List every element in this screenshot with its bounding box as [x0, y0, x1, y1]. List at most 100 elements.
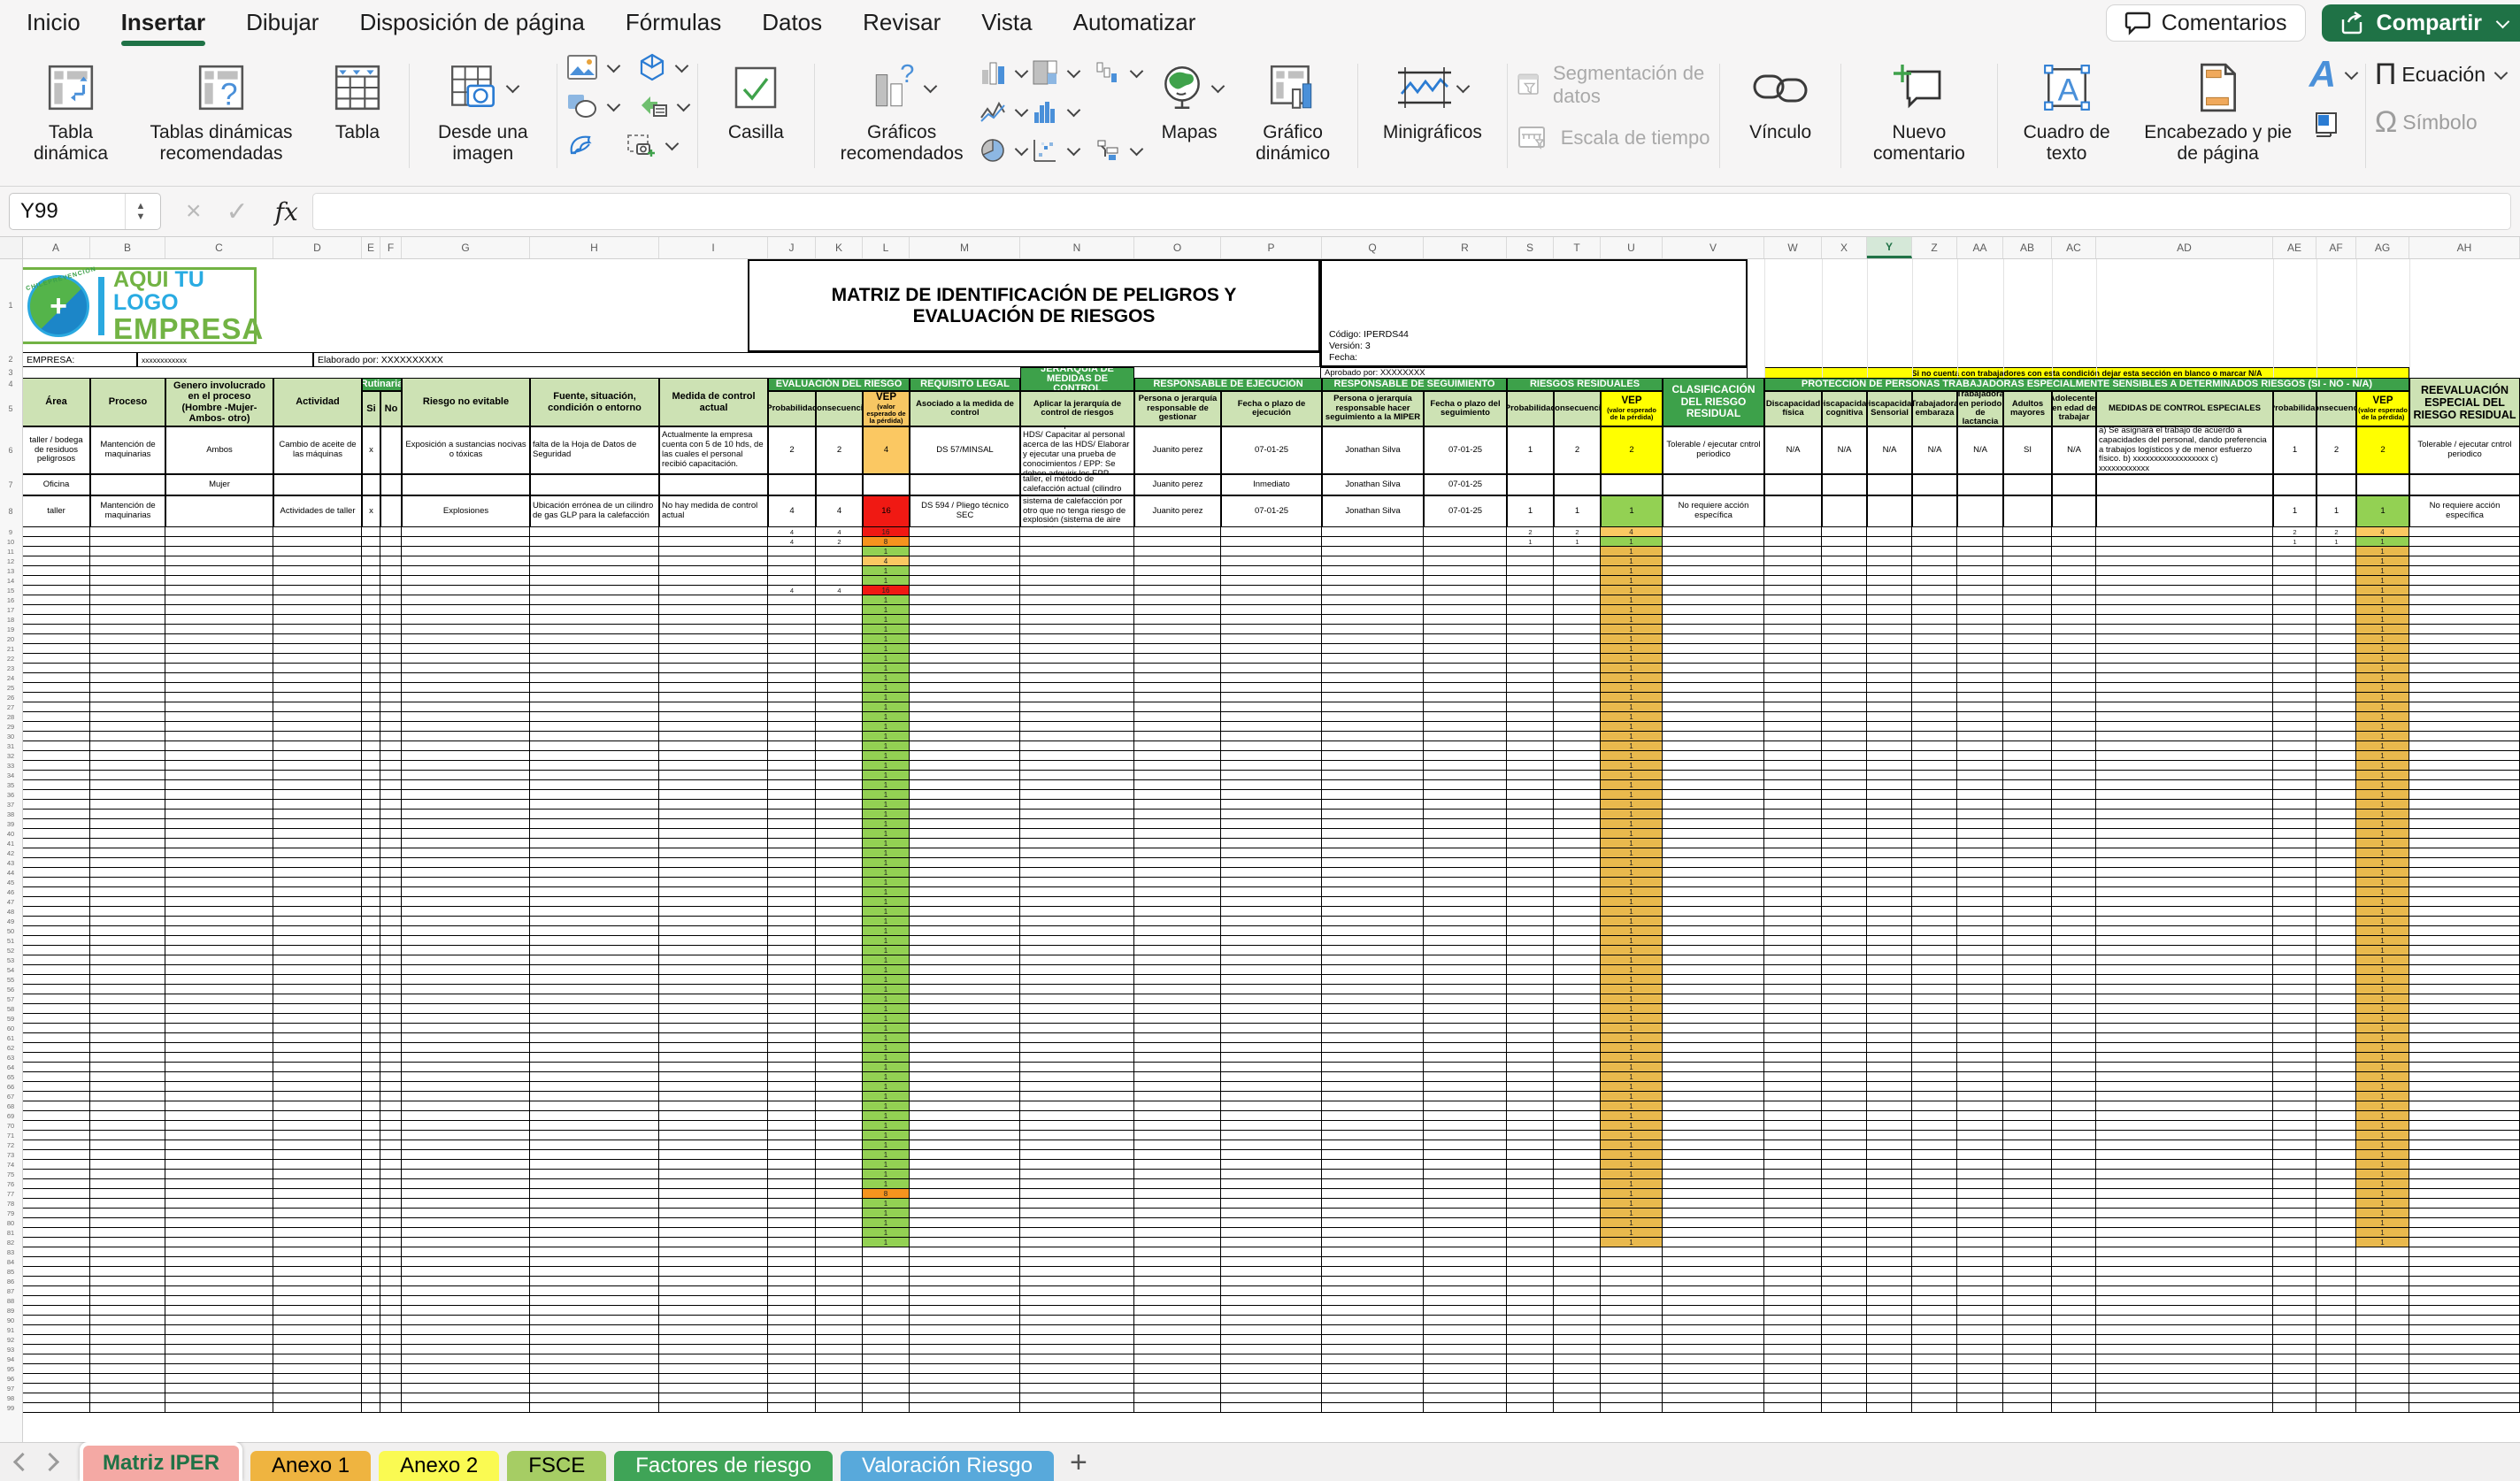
cell-U51[interactable]: 1 — [1601, 936, 1662, 945]
cell-L21[interactable]: 1 — [863, 644, 909, 653]
row-header-12[interactable]: 12 — [6, 557, 15, 565]
cell-F8[interactable] — [380, 495, 402, 527]
cell-AG14[interactable]: 1 — [2356, 576, 2409, 585]
cell-AH8[interactable]: No requiere acción específica — [2409, 495, 2520, 527]
cell-L35[interactable]: 1 — [863, 780, 909, 789]
cell-L34[interactable]: 1 — [863, 771, 909, 779]
sheet-tab-factores-de-riesgo[interactable]: Factores de riesgo — [614, 1451, 833, 1481]
cell-AG55[interactable]: 1 — [2356, 975, 2409, 984]
cell-A7[interactable]: Oficina — [22, 474, 90, 495]
cell-U15[interactable]: 1 — [1601, 586, 1662, 595]
row-header-63[interactable]: 63 — [6, 1054, 15, 1062]
cell-AG20[interactable]: 1 — [2356, 634, 2409, 643]
column-header-Q[interactable]: Q — [1322, 237, 1424, 258]
cell-U50[interactable]: 1 — [1601, 926, 1662, 935]
row-header-14[interactable]: 14 — [6, 577, 15, 585]
cell-L79[interactable]: 1 — [863, 1209, 909, 1217]
row-header-34[interactable]: 34 — [6, 771, 15, 779]
cell-I6[interactable]: Actualmente la empresa cuenta con 5 de 1… — [659, 426, 768, 474]
cell-L45[interactable]: 1 — [863, 878, 909, 886]
cell-U35[interactable]: 1 — [1601, 780, 1662, 789]
cell-U82[interactable]: 1 — [1601, 1238, 1662, 1247]
cell-U21[interactable]: 1 — [1601, 644, 1662, 653]
menu-tab-inicio[interactable]: Inicio — [27, 9, 81, 35]
cell-U39[interactable]: 1 — [1601, 819, 1662, 828]
sheet-tab-anexo-2[interactable]: Anexo 2 — [379, 1451, 500, 1481]
row-header-61[interactable]: 61 — [6, 1034, 15, 1042]
cell-AG62[interactable]: 1 — [2356, 1043, 2409, 1052]
cell-T8[interactable]: 1 — [1554, 495, 1601, 527]
row-header-23[interactable]: 23 — [6, 664, 15, 672]
row-header-50[interactable]: 50 — [6, 927, 15, 935]
checkbox-button[interactable]: Casilla — [713, 55, 798, 143]
row-header-45[interactable]: 45 — [6, 879, 15, 886]
cell-Y6[interactable]: N/A — [1867, 426, 1912, 474]
cell-S10[interactable]: 1 — [1528, 537, 1533, 546]
cell-U59[interactable]: 1 — [1601, 1014, 1662, 1023]
confirm-icon[interactable]: ✓ — [226, 196, 249, 226]
cell-AD6[interactable]: a) Se asignará el trabajo de acuerdo a c… — [2096, 426, 2273, 474]
cell-U75[interactable]: 1 — [1601, 1170, 1662, 1178]
sheet-tab-matriz-iper[interactable]: Matriz IPER — [80, 1442, 243, 1481]
cell-L31[interactable]: 1 — [863, 741, 909, 750]
cell-T10[interactable]: 1 — [1575, 537, 1579, 546]
cell-AG17[interactable]: 1 — [2356, 605, 2409, 614]
cell-L9[interactable]: 16 — [863, 527, 909, 536]
cell-AG65[interactable]: 1 — [2356, 1072, 2409, 1081]
maps-button[interactable]: Mapas — [1149, 55, 1230, 143]
cell-B[interactable]: Proceso — [90, 378, 165, 426]
cell-U42[interactable]: 1 — [1601, 848, 1662, 857]
cell-V[interactable]: CLASIFICACIÓN DEL RIESGO RESIDUAL — [1663, 378, 1764, 426]
row-header-21[interactable]: 21 — [6, 645, 15, 653]
cell-L38[interactable]: 1 — [863, 810, 909, 818]
row-header-77[interactable]: 77 — [6, 1190, 15, 1198]
cell-U46[interactable]: 1 — [1601, 887, 1662, 896]
cell-N8[interactable]: Sustitución: Cambio de sistema de calefa… — [1020, 495, 1134, 527]
cell-U22[interactable]: 1 — [1601, 654, 1662, 663]
cell-O8[interactable]: Juanito perez — [1134, 495, 1221, 527]
document-title[interactable]: MATRIZ DE IDENTIFICACIÓN DE PELIGROS Y E… — [748, 259, 1320, 352]
cell-U64[interactable]: 1 — [1601, 1063, 1662, 1071]
equation-button[interactable]: Π Ecuación — [2375, 58, 2508, 90]
cell-AF10[interactable]: 1 — [2334, 537, 2339, 546]
cell-N[interactable]: Aplicar la jerarquía de control de riesg… — [1020, 391, 1134, 426]
cell-O[interactable]: Persona o jerarquía responsable de gesti… — [1134, 391, 1221, 426]
cell-U41[interactable]: 1 — [1601, 839, 1662, 848]
cell-AG44[interactable]: 1 — [2356, 868, 2409, 877]
cell-L56[interactable]: 1 — [863, 985, 909, 994]
cell-AD8[interactable] — [2096, 495, 2273, 527]
cell-AG69[interactable]: 1 — [2356, 1111, 2409, 1120]
text-box-button[interactable]: A Cuadro de texto — [2014, 55, 2120, 164]
cell-AB8[interactable] — [2003, 495, 2052, 527]
cell-AG30[interactable]: 1 — [2356, 732, 2409, 740]
share-button[interactable]: Compartir — [2321, 4, 2520, 42]
row-header-75[interactable]: 75 — [6, 1170, 15, 1178]
cell-K9[interactable]: 4 — [837, 527, 841, 536]
cell-U58[interactable]: 1 — [1601, 1004, 1662, 1013]
line-chart-button[interactable] — [980, 98, 1006, 125]
select-all-corner[interactable] — [0, 237, 23, 258]
cell-U55[interactable]: 1 — [1601, 975, 1662, 984]
row-header-64[interactable]: 64 — [6, 1063, 15, 1071]
cell-L73[interactable]: 1 — [863, 1150, 909, 1159]
cell-G6[interactable]: Exposición a sustancias nocivas o tóxica… — [402, 426, 530, 474]
row-header-88[interactable]: 88 — [6, 1297, 15, 1305]
row-header-78[interactable]: 78 — [6, 1200, 15, 1208]
cell-U10[interactable]: 1 — [1601, 537, 1662, 546]
menu-tab-vista[interactable]: Vista — [981, 9, 1033, 35]
cell-AG11[interactable]: 1 — [2356, 547, 2409, 556]
cell-AG54[interactable]: 1 — [2356, 965, 2409, 974]
cell-AG24[interactable]: 1 — [2356, 673, 2409, 682]
row-header-67[interactable]: 67 — [6, 1093, 15, 1101]
cell-AG37[interactable]: 1 — [2356, 800, 2409, 809]
row-header-72[interactable]: 72 — [6, 1141, 15, 1149]
cell-L64[interactable]: 1 — [863, 1063, 909, 1071]
cell-L42[interactable]: 1 — [863, 848, 909, 857]
cell-U60[interactable]: 1 — [1601, 1024, 1662, 1032]
cell-Y[interactable]: Discapacidad Sensorial — [1867, 391, 1912, 426]
fx-icon[interactable]: fx — [274, 196, 298, 226]
cell-AG38[interactable]: 1 — [2356, 810, 2409, 818]
column-header-AG[interactable]: AG — [2356, 237, 2409, 258]
row-header-70[interactable]: 70 — [6, 1122, 15, 1130]
row-header-29[interactable]: 29 — [6, 723, 15, 731]
